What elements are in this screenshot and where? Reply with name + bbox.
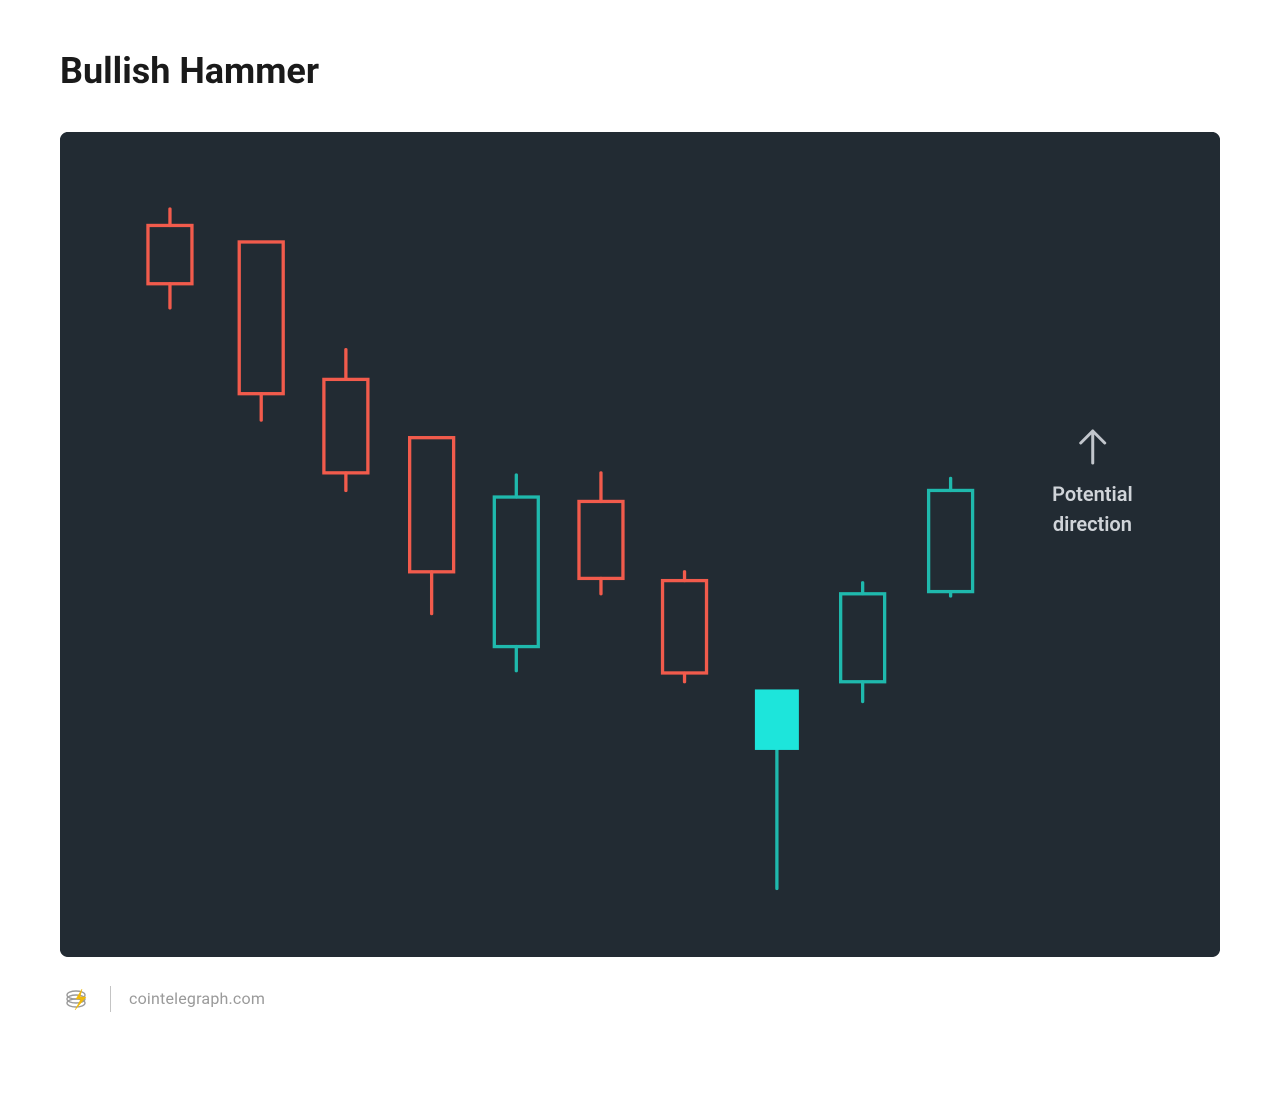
footer-site-label: cointelegraph.com (129, 989, 265, 1008)
candlestick-chart-panel: Potential direction (60, 132, 1220, 957)
footer: cointelegraph.com (60, 985, 1220, 1013)
annotation-line-2: direction (1053, 512, 1132, 536)
annotation-line-1: Potential (1052, 482, 1133, 506)
arrow-up-icon (1078, 429, 1106, 465)
cointelegraph-logo-icon (64, 985, 92, 1013)
chart-title: Bullish Hammer (60, 50, 1220, 92)
footer-divider (110, 986, 111, 1012)
direction-annotation: Potential direction (1052, 429, 1133, 539)
candlestick-chart (60, 132, 1220, 957)
